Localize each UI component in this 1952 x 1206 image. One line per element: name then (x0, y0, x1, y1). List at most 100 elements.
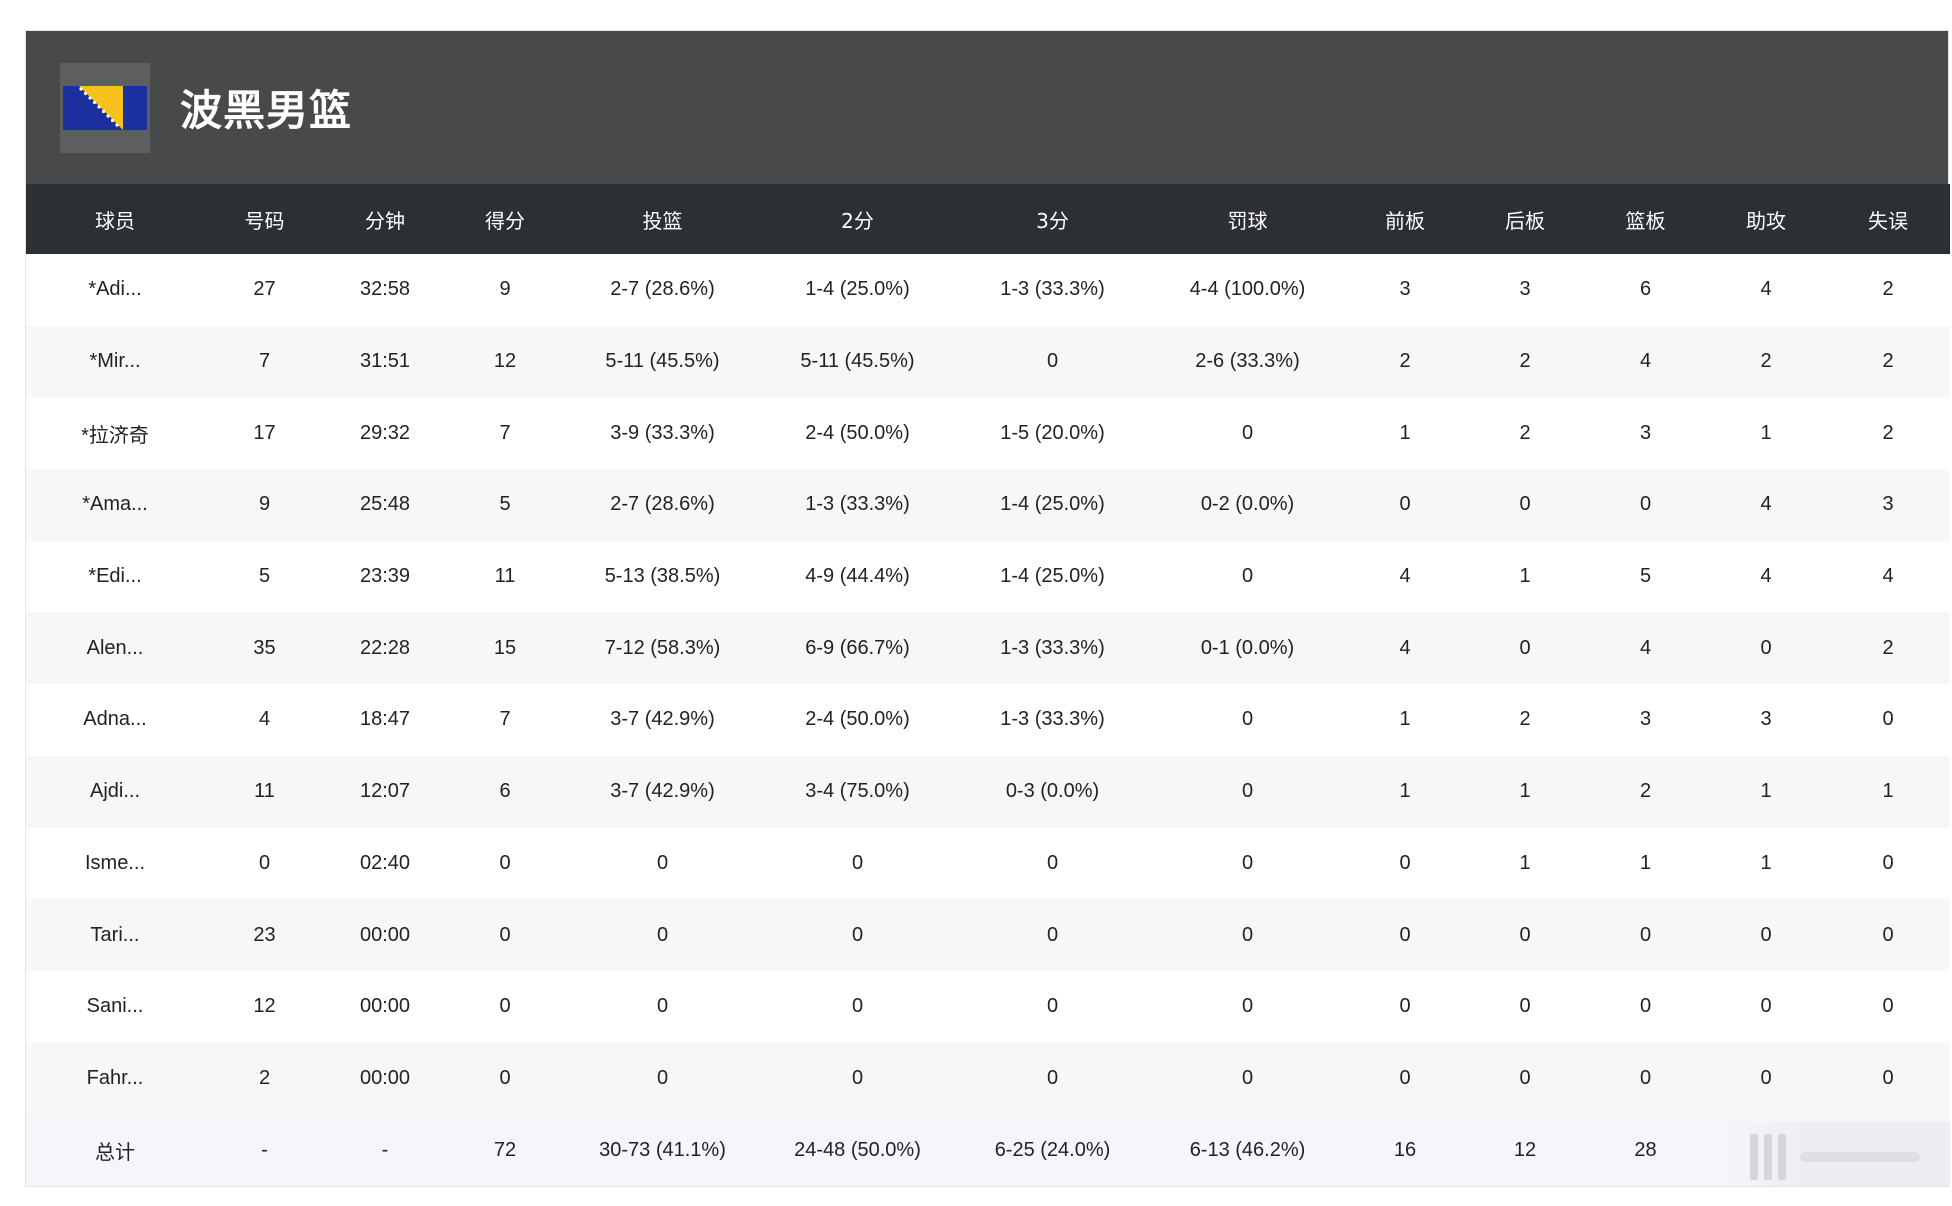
total-cell-minutes: - (381, 1138, 389, 1161)
cell-points: 7 (499, 421, 511, 444)
cell-three-pointers: 0 (1046, 1066, 1059, 1089)
cell-player-name[interactable]: Isme... (84, 851, 145, 874)
column-header-free-throws[interactable]: 罚球 (1227, 208, 1268, 233)
total-cell-player-name: 总计 (26, 1114, 204, 1186)
cell-offensive-rebounds: 1 (1399, 780, 1411, 803)
cell-number: 7 (258, 350, 271, 373)
cell-turnovers: 2 (1882, 278, 1894, 301)
table-row: Fahr... 2 00:00 0 0 0 0 0 0 0 0 0 0 (26, 1042, 1950, 1115)
cell-minutes: 25:48 (359, 493, 411, 516)
column-header-field-goals[interactable]: 投篮 (642, 208, 683, 233)
cell-rebounds: 3 (1639, 708, 1652, 731)
cell-field-goals: 2-7 (28.6%) (610, 278, 715, 301)
cell-three-pointers: 1-3 (33.3%) (1000, 636, 1105, 659)
column-header-defensive-rebounds[interactable]: 后板 (1505, 208, 1545, 233)
column-header-two-pointers[interactable]: 2分 (841, 208, 874, 233)
table-body: *Adi... 27 32:58 9 2-7 (28.6%) 1-4 (25.0%) 1-3… (26, 254, 1950, 1186)
total-cell-two-pointers: 24-48 (50.0%) (794, 1138, 921, 1161)
cell-defensive-rebounds: 0 (1519, 493, 1531, 516)
cell-free-throws: 0 (1241, 923, 1254, 946)
cell-free-throws: 4-4 (100.0%) (1189, 278, 1306, 301)
total-cell-rebounds: 28 (1634, 1138, 1657, 1161)
cell-three-pointers: 0 (1046, 851, 1059, 874)
table-row: Isme... 0 02:40 0 0 0 0 0 0 1 1 1 0 (26, 827, 1950, 900)
cell-free-throws: 0 (1241, 708, 1254, 731)
cell-free-throws: 0 (1241, 851, 1254, 874)
cell-two-pointers: 2-4 (50.0%) (805, 708, 910, 731)
cell-player-name[interactable]: *Mir... (89, 350, 141, 373)
cell-player-name[interactable]: Sani... (86, 995, 144, 1018)
cell-player-name[interactable]: *Edi... (88, 565, 142, 588)
cell-defensive-rebounds: 1 (1519, 780, 1531, 803)
cell-two-pointers: 3-4 (75.0%) (805, 780, 910, 803)
cell-player-name[interactable]: Tari... (90, 923, 140, 946)
cell-minutes: 32:58 (359, 278, 411, 301)
column-header-rebounds[interactable]: 篮板 (1625, 208, 1666, 233)
cell-three-pointers: 0 (1046, 350, 1059, 373)
cell-rebounds: 4 (1639, 350, 1652, 373)
cell-minutes: 23:39 (359, 565, 411, 588)
cell-free-throws: 0-1 (0.0%) (1200, 636, 1295, 659)
total-cell-points: 72 (493, 1138, 517, 1161)
cell-turnovers: 0 (1882, 851, 1894, 874)
cell-two-pointers: 0 (851, 1066, 864, 1089)
cell-field-goals: 3-7 (42.9%) (610, 708, 715, 731)
cell-two-pointers: 0 (851, 995, 864, 1018)
cell-three-pointers: 1-4 (25.0%) (1000, 565, 1105, 588)
table-row: *拉济奇 17 29:32 7 3-9 (33.3%) 2-4 (50.0%) 1-5 (2… (26, 397, 1950, 470)
cell-player-name[interactable]: Adna... (83, 708, 147, 731)
cell-player-name[interactable]: *Adi... (88, 278, 142, 301)
cell-defensive-rebounds: 3 (1519, 278, 1531, 301)
cell-two-pointers: 1-3 (33.3%) (805, 493, 910, 516)
cell-rebounds: 0 (1639, 923, 1652, 946)
watermark-overlay (1720, 1121, 1950, 1186)
cell-defensive-rebounds: 0 (1519, 1066, 1531, 1089)
total-row: 总计 - - 72 30-73 (41.1%) 24-48 (50.0%) 6-25 (24… (26, 1114, 1950, 1186)
cell-points: 15 (493, 636, 517, 659)
cell-assists: 1 (1760, 780, 1772, 803)
cell-turnovers: 4 (1882, 565, 1894, 588)
cell-rebounds: 0 (1639, 493, 1652, 516)
cell-player-name[interactable]: *Ama... (82, 493, 148, 516)
cell-turnovers: 0 (1882, 995, 1894, 1018)
total-cell-defensive-rebounds: 12 (1513, 1138, 1537, 1161)
cell-free-throws: 0-2 (0.0%) (1200, 493, 1295, 516)
cell-player-name[interactable]: Alen... (86, 636, 144, 659)
cell-assists: 0 (1760, 1066, 1772, 1089)
cell-offensive-rebounds: 0 (1399, 851, 1411, 874)
cell-free-throws: 0 (1241, 565, 1254, 588)
cell-defensive-rebounds: 1 (1519, 851, 1531, 874)
column-header-number[interactable]: 号码 (244, 208, 285, 233)
cell-number: 11 (254, 780, 275, 803)
cell-number: 12 (253, 995, 276, 1018)
column-header-assists[interactable]: 助攻 (1746, 208, 1786, 233)
cell-player-name[interactable]: *拉济奇 (81, 424, 149, 447)
column-header-points[interactable]: 得分 (485, 208, 525, 233)
cell-three-pointers: 0 (1046, 923, 1059, 946)
cell-turnovers: 1 (1882, 780, 1894, 803)
cell-minutes: 29:32 (359, 421, 411, 444)
cell-offensive-rebounds: 3 (1399, 278, 1411, 301)
column-header-turnovers[interactable]: 失误 (1868, 208, 1908, 233)
cell-player-name[interactable]: Fahr... (86, 1066, 144, 1089)
cell-points: 5 (499, 493, 511, 516)
cell-two-pointers: 2-4 (50.0%) (805, 421, 910, 444)
team-header: 波黑男篮 (26, 31, 1948, 184)
cell-number: 4 (258, 708, 271, 731)
cell-player-name[interactable]: Ajdi... (89, 780, 141, 803)
cell-assists: 0 (1760, 995, 1772, 1018)
column-header-offensive-rebounds[interactable]: 前板 (1385, 208, 1425, 233)
column-header-player[interactable]: 球员 (95, 208, 135, 233)
cell-defensive-rebounds: 2 (1519, 708, 1531, 731)
cell-offensive-rebounds: 2 (1399, 350, 1411, 373)
cell-rebounds: 1 (1639, 851, 1652, 874)
cell-three-pointers: 1-4 (25.0%) (1000, 493, 1105, 516)
cell-turnovers: 0 (1882, 708, 1894, 731)
column-header-minutes[interactable]: 分钟 (365, 208, 405, 233)
cell-field-goals: 3-7 (42.9%) (610, 780, 715, 803)
total-cell-field-goals: 30-73 (41.1%) (599, 1138, 726, 1161)
cell-minutes: 31:51 (359, 350, 411, 373)
cell-defensive-rebounds: 2 (1519, 421, 1531, 444)
column-header-three-pointers[interactable]: 3分 (1036, 208, 1069, 233)
cell-three-pointers: 1-3 (33.3%) (1000, 278, 1105, 301)
